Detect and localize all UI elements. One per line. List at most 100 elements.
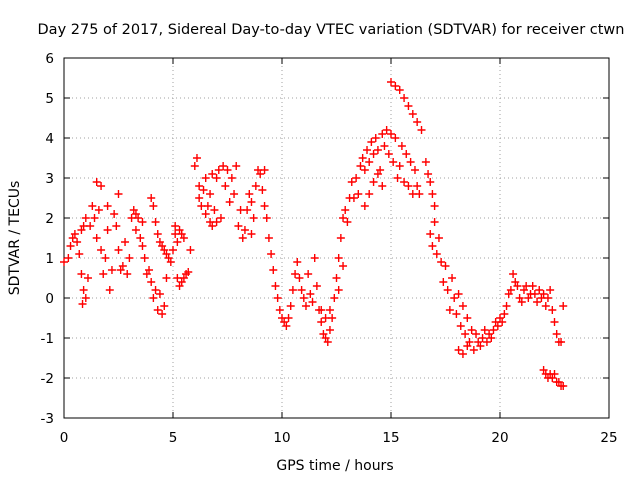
data-point [99,270,108,278]
data-point [546,286,555,294]
grid-lines [64,58,609,418]
data-point [308,298,317,306]
data-point [415,190,424,198]
data-point [458,302,467,310]
x-tick-label: 25 [600,430,617,446]
data-point [509,270,518,278]
data-point [557,338,566,346]
data-point [454,290,463,298]
data-point [363,146,372,154]
data-point [201,174,210,182]
data-point [291,270,300,278]
x-tick-label: 10 [273,430,290,446]
data-point [365,158,374,166]
data-point [92,234,101,242]
data-point [260,166,269,174]
data-point [513,282,522,290]
data-point [373,170,382,178]
data-point [417,126,426,134]
data-point [73,238,82,246]
plot-frame [63,57,610,419]
data-point [539,290,548,298]
data-point [158,310,167,318]
data-point [70,230,79,238]
data-point [426,178,435,186]
data-point [352,174,361,182]
data-point [121,238,130,246]
data-point [404,102,413,110]
y-tick-label: -3 [41,411,54,427]
data-point [541,302,550,310]
data-point [131,210,140,218]
data-point [192,154,201,162]
data-point [227,174,236,182]
data-point [389,158,398,166]
data-point [81,294,90,302]
data-point [310,254,319,262]
data-point [92,178,101,186]
data-point [323,338,332,346]
data-point [297,286,306,294]
y-tick-label: 5 [45,91,54,107]
data-point [256,170,265,178]
data-point [112,222,121,230]
data-point [317,306,326,314]
data-point [476,342,485,350]
data-point [153,230,162,238]
data-point [179,234,188,242]
data-point [356,162,365,170]
data-point [171,222,180,230]
data-point [367,138,376,146]
data-point [428,242,437,250]
data-point [391,82,400,90]
data-point [219,162,228,170]
data-point [107,266,116,274]
data-point [208,170,217,178]
data-point [275,306,284,314]
y-tick-labels: -3 -2 -1 0 1 2 3 4 5 6 [41,51,54,427]
data-point [387,130,395,138]
data-point [60,258,68,266]
data-point [448,274,457,282]
data-point [369,178,378,186]
axis-ticks [63,57,610,419]
data-point [103,226,112,234]
data-point [304,270,313,278]
data-point [186,246,195,254]
data-point [330,294,339,302]
data-point [343,218,352,226]
x-axis-label: GPS time / hours [276,458,393,474]
data-point [400,178,409,186]
data-point [101,254,110,262]
data-point [195,182,204,190]
data-point [223,166,232,174]
data-point [408,110,417,118]
data-point [225,198,234,206]
data-point [238,234,247,242]
data-point [535,286,544,294]
data-point [317,318,326,326]
data-point [284,314,293,322]
data-point [461,330,470,338]
data-point [105,286,114,294]
data-point [428,190,437,198]
data-point [81,214,90,222]
data-point [426,230,435,238]
data-point [282,322,291,330]
data-point [517,298,526,306]
data-point [301,302,310,310]
data-point [251,182,260,190]
data-point [149,294,158,302]
data-point [203,202,212,210]
data-point [506,286,515,294]
data-point [149,202,158,210]
data-point [382,126,391,134]
data-point [114,246,123,254]
data-point [424,170,433,178]
data-point [437,258,446,266]
x-tick-label: 20 [491,430,508,446]
data-point [373,146,382,154]
data-point [140,254,149,262]
data-point [559,382,568,390]
data-point [458,350,467,358]
